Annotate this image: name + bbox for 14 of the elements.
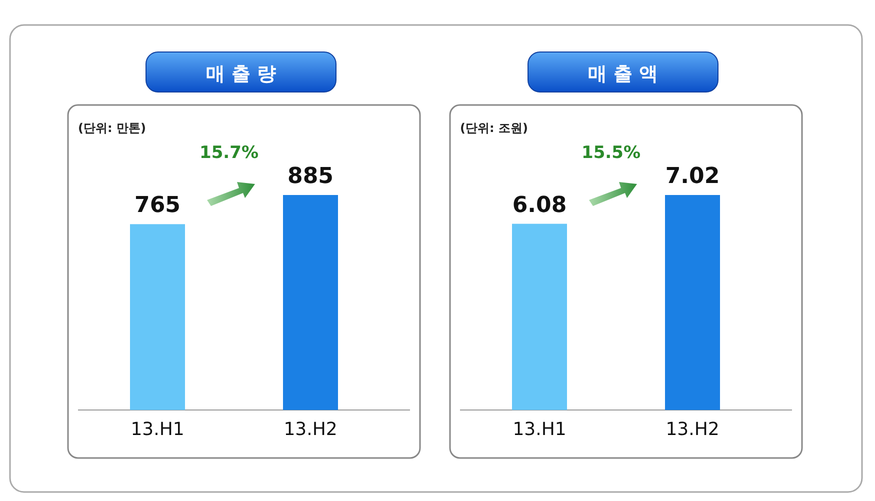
chart-title: 매 출 량 xyxy=(206,63,276,85)
text: 15.7% xyxy=(200,143,258,163)
data-label: 885 xyxy=(288,164,334,189)
x-tick-label: 13.H2 xyxy=(284,419,338,440)
x-tick-label: 13.H1 xyxy=(130,419,184,440)
x-tick-label: 13.H1 xyxy=(512,419,566,440)
data-label: 6.08 xyxy=(512,192,567,218)
chart-subtitle: (단위: 조원) xyxy=(460,121,528,135)
x-tick-label: 13.H2 xyxy=(666,419,720,440)
chart-subtitle: (단위: 만톤) xyxy=(78,121,146,135)
text: 15.5% xyxy=(582,143,640,163)
chart-title: 매 출 액 xyxy=(588,63,658,85)
data-label: 765 xyxy=(134,193,180,218)
data-label: 7.02 xyxy=(665,164,720,189)
